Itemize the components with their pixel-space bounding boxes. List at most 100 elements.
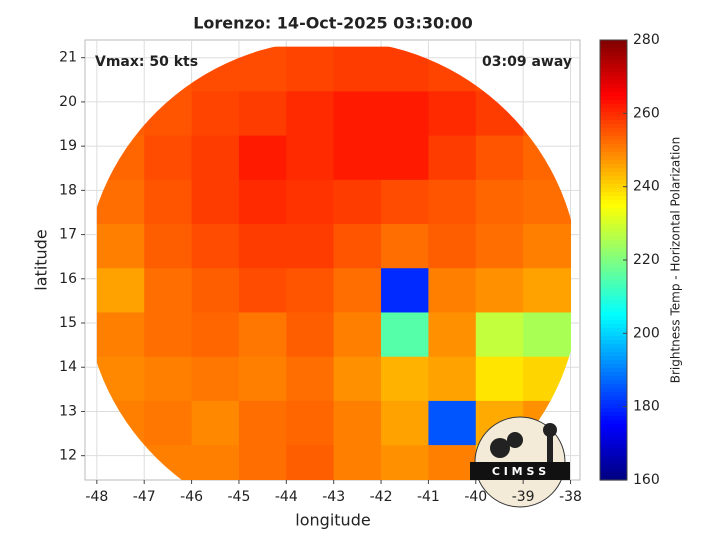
colorbar-swatch bbox=[600, 108, 627, 113]
x-tick-label: -43 bbox=[322, 489, 345, 505]
colorbar-swatch bbox=[600, 320, 627, 325]
x-tick-label: -47 bbox=[133, 489, 156, 505]
colorbar-swatch bbox=[600, 364, 627, 369]
colorbar-swatch bbox=[600, 276, 627, 281]
colorbar-swatch bbox=[600, 380, 627, 385]
colorbar-swatch bbox=[600, 176, 627, 181]
heat-cell bbox=[428, 90, 477, 136]
x-tick-label: -42 bbox=[370, 489, 393, 505]
colorbar-tick-label: 240 bbox=[633, 179, 660, 195]
colorbar-swatch bbox=[600, 476, 627, 481]
colorbar-swatch bbox=[600, 448, 627, 453]
heat-cell bbox=[428, 444, 477, 480]
colorbar-swatch bbox=[600, 284, 627, 289]
x-tick-label: -40 bbox=[464, 489, 487, 505]
colorbar-swatch bbox=[600, 72, 627, 77]
heat-cell bbox=[286, 444, 335, 480]
heat-cell bbox=[333, 135, 382, 180]
heat-cell bbox=[144, 356, 193, 401]
y-tick-label: 21 bbox=[59, 50, 77, 66]
colorbar-tick-label: 260 bbox=[633, 105, 660, 121]
y-tick-label: 14 bbox=[59, 359, 77, 375]
colorbar-swatch bbox=[600, 324, 627, 329]
colorbar-tick-label: 280 bbox=[633, 32, 660, 48]
colorbar-swatch bbox=[600, 416, 627, 421]
colorbar-swatch bbox=[600, 340, 627, 345]
colorbar-tick-label: 200 bbox=[633, 325, 660, 341]
colorbar-swatch bbox=[600, 60, 627, 65]
colorbar-swatch bbox=[600, 84, 627, 89]
colorbar-swatch bbox=[600, 204, 627, 209]
y-tick-label: 20 bbox=[59, 94, 77, 110]
annotation: 03:09 away bbox=[482, 54, 572, 70]
heat-cell bbox=[475, 135, 524, 180]
heat-cell bbox=[333, 444, 382, 480]
heat-cell bbox=[286, 267, 335, 313]
heat-cell bbox=[96, 311, 145, 357]
heat-cell bbox=[428, 311, 477, 357]
colorbar-swatch bbox=[600, 312, 627, 317]
colorbar-swatch bbox=[600, 336, 627, 341]
colorbar-swatch bbox=[600, 152, 627, 157]
colorbar-swatch bbox=[600, 160, 627, 165]
heat-cell bbox=[191, 356, 240, 401]
colorbar-swatch bbox=[600, 216, 627, 221]
colorbar-swatch bbox=[600, 44, 627, 49]
heat-cell bbox=[238, 179, 287, 225]
y-tick-label: 16 bbox=[59, 271, 77, 287]
heat-cell bbox=[333, 267, 382, 313]
colorbar-swatch bbox=[600, 224, 627, 229]
colorbar-swatch bbox=[600, 188, 627, 193]
colorbar-tick-label: 160 bbox=[633, 472, 660, 488]
heat-cell bbox=[381, 179, 429, 225]
heat-cell bbox=[191, 311, 240, 357]
colorbar-swatch bbox=[600, 240, 627, 245]
heat-cell bbox=[333, 400, 382, 446]
colorbar-swatch bbox=[600, 124, 627, 129]
colorbar-swatch bbox=[600, 164, 627, 169]
colorbar-swatch bbox=[600, 212, 627, 217]
heat-cell bbox=[475, 267, 524, 313]
x-tick-label: -44 bbox=[275, 489, 298, 505]
heat-cell bbox=[238, 90, 287, 136]
colorbar-swatch bbox=[600, 260, 627, 265]
y-tick-label: 13 bbox=[59, 403, 77, 419]
heat-cell bbox=[191, 400, 240, 446]
heat-cell bbox=[286, 356, 335, 401]
heat-cell bbox=[475, 223, 524, 269]
heat-cell bbox=[381, 223, 429, 269]
heat-cell bbox=[523, 223, 572, 269]
colorbar-swatch bbox=[600, 80, 627, 85]
colorbar-swatch bbox=[600, 392, 627, 397]
heat-cell bbox=[381, 267, 429, 313]
y-tick-label: 19 bbox=[59, 138, 77, 154]
heat-cell bbox=[286, 46, 335, 92]
colorbar-swatch bbox=[600, 424, 627, 429]
colorbar-swatch bbox=[600, 420, 627, 425]
heat-cell bbox=[191, 444, 240, 480]
colorbar-swatch bbox=[600, 384, 627, 389]
colorbar-swatch bbox=[600, 368, 627, 373]
x-tick-label: -46 bbox=[180, 489, 203, 505]
colorbar-swatch bbox=[600, 116, 627, 121]
heat-cell bbox=[333, 356, 382, 401]
colorbar-swatch bbox=[600, 304, 627, 309]
y-tick-label: 12 bbox=[59, 448, 77, 464]
colorbar-swatch bbox=[600, 444, 627, 449]
y-tick-label: 18 bbox=[59, 182, 77, 198]
colorbar-swatch bbox=[600, 76, 627, 81]
colorbar-swatch bbox=[600, 464, 627, 469]
y-axis-label: latitude bbox=[32, 229, 51, 290]
x-tick-label: -38 bbox=[559, 489, 582, 505]
heat-cell bbox=[475, 179, 524, 225]
colorbar-swatch bbox=[600, 156, 627, 161]
colorbar-swatch bbox=[600, 144, 627, 149]
colorbar-swatch bbox=[600, 196, 627, 201]
heat-cell bbox=[333, 311, 382, 357]
colorbar-swatch bbox=[600, 104, 627, 109]
colorbar-swatch bbox=[600, 140, 627, 145]
heat-cell bbox=[428, 135, 477, 180]
colorbar-swatch bbox=[600, 432, 627, 437]
colorbar-swatch bbox=[600, 120, 627, 125]
heat-cell bbox=[333, 223, 382, 269]
